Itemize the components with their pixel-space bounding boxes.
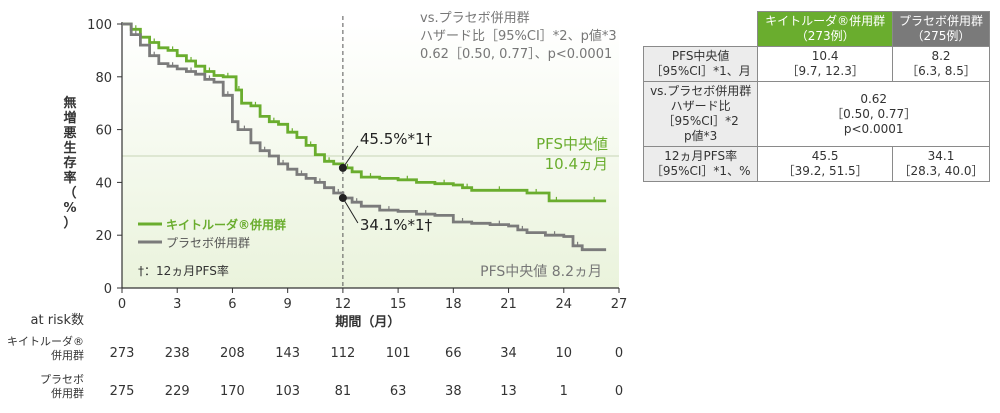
- at-risk-row-label: 併用群: [51, 386, 84, 400]
- y-tick-label: 40: [95, 176, 112, 191]
- x-tick-label: 24: [556, 297, 573, 312]
- median-placebo-label: PFS中央値 8.2ヵ月: [480, 264, 602, 280]
- at-risk-value: 273: [110, 346, 135, 361]
- cell-keytruda-12m: 45.5 ［39.2, 51.5］: [757, 146, 893, 182]
- header-placebo: プラセボ併用群 （275例）: [891, 11, 991, 47]
- callout-line-keytruda: [342, 145, 359, 169]
- x-tick-label: 18: [445, 297, 462, 312]
- x-tick-label: 27: [611, 297, 628, 312]
- at-risk-value: 143: [275, 346, 300, 361]
- at-risk-value: 38: [445, 384, 462, 399]
- at-risk-value: 66: [445, 346, 462, 361]
- at-risk-value: 238: [165, 346, 190, 361]
- x-tick-label: 9: [284, 297, 292, 312]
- cell-keytruda-median: 10.4 ［9.7, 12.3］: [757, 46, 893, 82]
- cell-hr: 0.62 ［0.50, 0.77］ p<0.0001: [757, 81, 990, 147]
- km-curve-keytruda: [122, 22, 607, 203]
- at-risk-value: 1: [560, 384, 568, 399]
- at-risk-value: 0: [615, 346, 623, 361]
- label-keytruda-12m: 45.5%*1†: [360, 130, 433, 148]
- at-risk-value: 0: [615, 384, 623, 399]
- x-tick-label: 15: [390, 297, 407, 312]
- median-keytruda-label: PFS中央値: [536, 135, 608, 153]
- at-risk-value: 103: [275, 384, 300, 399]
- table-corner: [642, 11, 759, 47]
- y-tick-label: 20: [95, 229, 112, 244]
- at-risk-row-label: キイトルーダ®: [7, 334, 84, 348]
- row-label-12m: 12ヵ月PFS率 ［95%CI］*1、%: [642, 146, 759, 182]
- at-risk-value: 275: [110, 384, 135, 399]
- y-tick-label: 60: [95, 124, 112, 139]
- results-table: キイトルーダ®併用群 （273例） プラセボ併用群 （275例） PFS中央値 ［95…: [642, 11, 991, 182]
- median-keytruda-value: 10.4ヵ月: [545, 155, 608, 173]
- at-risk-value: 81: [335, 384, 352, 399]
- cell-placebo-12m: 34.1 ［28.3, 40.0］: [891, 146, 991, 182]
- y-axis-label: 無増悪生存率（%）: [63, 95, 76, 231]
- cell-placebo-median: 8.2 ［6.3, 8.5］: [891, 46, 991, 82]
- hr-line-3: 0.62［0.50, 0.77］、p<0.0001: [420, 47, 612, 62]
- label-placebo-12m: 34.1%*1†: [360, 216, 433, 234]
- x-tick-label: 12: [335, 297, 352, 312]
- row-label-median: PFS中央値 ［95%CI］*1、月: [642, 46, 759, 82]
- at-risk-row-label: 併用群: [51, 348, 84, 362]
- hr-line-2: ハザード比［95%CI］*2、p値*3: [420, 28, 617, 44]
- at-risk-value: 63: [390, 384, 407, 399]
- at-risk-value: 229: [165, 384, 190, 399]
- y-tick-label: 0: [104, 282, 112, 297]
- header-keytruda: キイトルーダ®併用群 （273例）: [757, 11, 893, 47]
- km-curve-placebo: [122, 22, 607, 252]
- row-label-hr: vs.プラセボ併用群 ハザード比 ［95%CI］*2 p値*3: [642, 81, 759, 147]
- at-risk-value: 112: [330, 346, 355, 361]
- at-risk-value: 208: [220, 346, 245, 361]
- x-tick-label: 21: [500, 297, 517, 312]
- y-tick-label: 80: [95, 71, 112, 86]
- legend-label-placebo: プラセボ併用群: [166, 236, 250, 250]
- at-risk-value: 13: [500, 384, 517, 399]
- at-risk-value: 101: [386, 346, 411, 361]
- footnote-12m: †：12ヵ月PFS率: [138, 263, 229, 278]
- callout-line-placebo: [342, 197, 359, 224]
- table-row: PFS中央値 ［95%CI］*1、月 10.4 ［9.7, 12.3］ 8.2 ［6.…: [642, 46, 991, 82]
- at-risk-row-label: プラセボ: [40, 373, 84, 386]
- hr-line-1: vs.プラセボ併用群: [420, 11, 530, 26]
- x-tick-label: 0: [118, 297, 126, 312]
- x-tick-label: 6: [228, 297, 236, 312]
- y-tick-label: 100: [87, 18, 112, 33]
- legend-label-keytruda: キイトルーダ®併用群: [166, 217, 286, 232]
- x-tick-label: 3: [173, 297, 181, 312]
- at-risk-value: 170: [220, 384, 245, 399]
- at-risk-value: 34: [500, 346, 517, 361]
- table-row: vs.プラセボ併用群 ハザード比 ［95%CI］*2 p値*3 0.62 ［0.50, …: [642, 81, 990, 147]
- at-risk-value: 10: [556, 346, 573, 361]
- at-risk-header: at risk数: [31, 313, 84, 328]
- table-row: 12ヵ月PFS率 ［95%CI］*1、% 45.5 ［39.2, 51.5］ 34.…: [642, 146, 991, 182]
- x-axis-label: 期間（月）: [335, 314, 400, 330]
